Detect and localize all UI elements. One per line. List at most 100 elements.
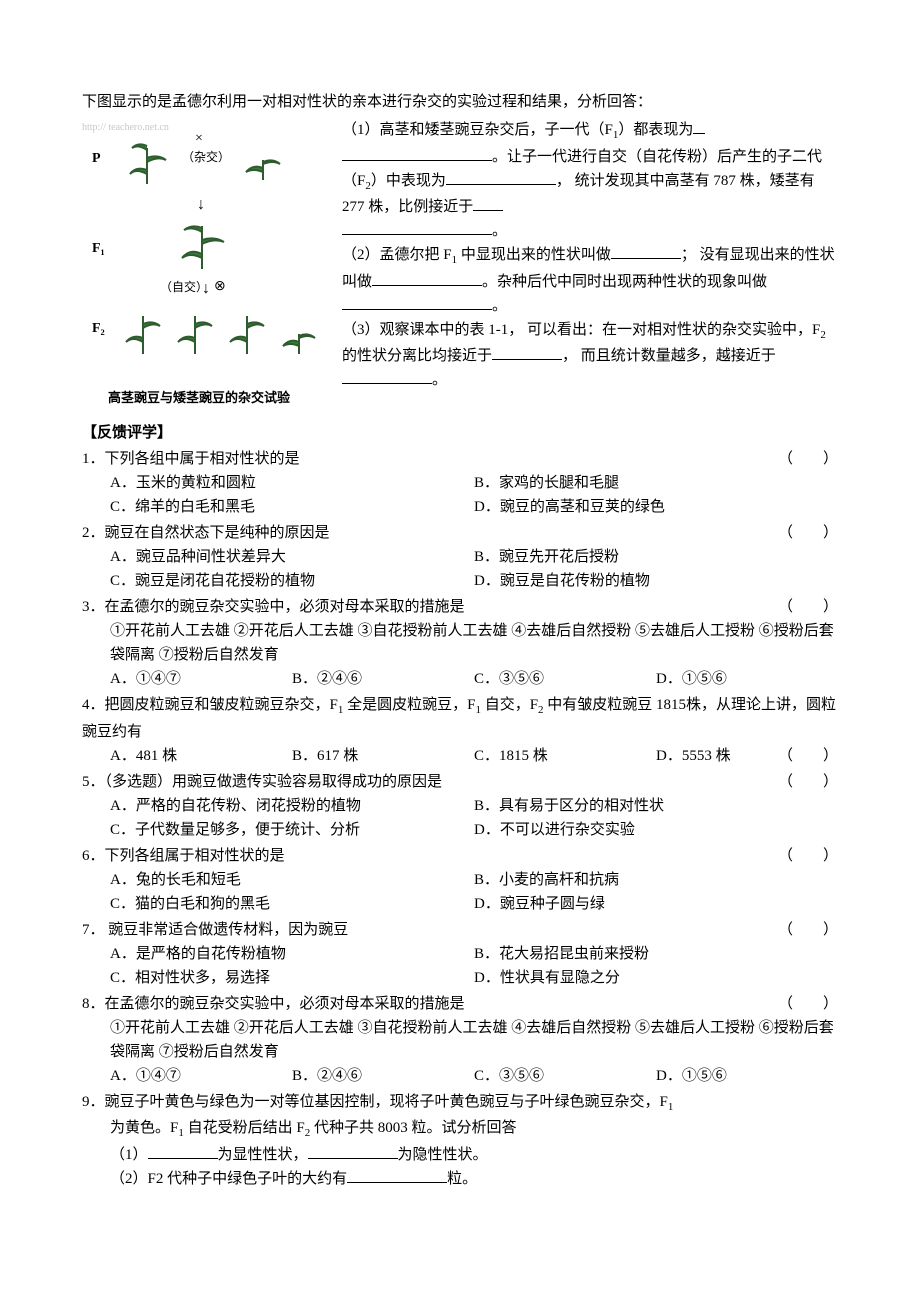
plant-p-tall [122,136,172,186]
p2c: 。杂种后代中同时出现两种性状的现象叫做 [482,274,767,290]
q3-c: C．③⑤⑥ [474,667,656,691]
q9-sa: 9．豌豆子叶黄色与绿色为一对等位基因控制，现将子叶黄色豌豆与子叶绿色豌豆杂交，F [82,1094,668,1110]
q6-a: A．兔的长毛和短毛 [110,868,474,892]
q4-opt-c: C．1815 株 [474,744,656,768]
paren: （ ） [766,447,838,471]
q1-a: A．玉米的黄粒和圆粒 [110,471,474,495]
q8-b: B．②④⑥ [292,1064,474,1088]
q5-stem: 5．（多选题）用豌豆做遗传实验容易取得成功的原因是 [82,770,766,794]
plant-f2-4-short [278,322,320,356]
q3-d: D．①⑤⑥ [656,667,838,691]
f2-label: F₂ [92,318,105,340]
q6-d: D．豌豆种子圆与绿 [474,892,838,916]
blank [473,195,503,211]
q5-c: C．子代数量足够多，便于统计、分析 [110,818,474,842]
question-8: 8．在孟德尔的豌豆杂交实验中，必须对母本采取的措施是（ ） ①开花前人工去雄 ②… [82,992,838,1088]
p3a: （3）观察课本中的表 1-1， 可以看出：在一对相对性状的杂交实验中，F [342,322,820,338]
plant-f1 [172,216,232,271]
p1b2: ）中表现为 [371,173,446,189]
q8-d: D．①⑤⑥ [656,1064,838,1088]
watermark-text: http:// teachero.net.cn [82,120,169,136]
q4-opt-a: A．481 株 [110,744,292,768]
q9-p2a: （2）F2 代种子中绿色子叶的大约有 [110,1171,347,1187]
blank [342,294,492,310]
q4-a: 4．把圆皮粒豌豆和皱皮粒豌豆杂交，F [82,697,338,713]
q9-p1c: 为隐性性状。 [398,1147,488,1163]
q5-d: D．不可以进行杂交实验 [474,818,838,842]
q7-b: B．花大易招昆虫前来授粉 [474,942,838,966]
self-mark: ⊗ [214,276,226,298]
q7-stem: 7． 豌豆非常适合做遗传材料，因为豌豆 [82,918,766,942]
blank [342,145,492,161]
f1-label: F₁ [92,238,105,260]
q9-p1b: 为显性性状， [218,1147,308,1163]
cross-mark: × [195,128,203,150]
paren: （ ） [766,770,838,794]
q3-b: B．②④⑥ [292,667,474,691]
question-4: 4．把圆皮粒豌豆和皱皮粒豌豆杂交，F1 全是圆皮粒豌豆，F1 自交，F2 中有皱… [82,693,838,768]
q1-d: D．豌豆的高茎和豆荚的绿色 [474,495,838,519]
arrow-1: ↓ [197,192,205,218]
feedback-header: 【反馈评学】 [82,421,838,445]
paren: （ ） [766,844,838,868]
p2a: （2）孟德尔把 F [342,247,452,263]
question-9: 9．豌豆子叶黄色与绿色为一对等位基因控制，现将子叶黄色豌豆与子叶绿色豌豆杂交，F… [82,1090,838,1191]
blank [372,270,482,286]
q1-para: （1）高茎和矮茎豌豆杂交后，子一代（F1）都表现为 。让子一代进行自交（自花传粉… [342,118,838,243]
q9-p2: （2）F2 代种子中绿色子叶的大约有 粒。 [82,1167,838,1191]
q4-opt-b: B．617 株 [292,744,474,768]
p3c: 。 [432,372,447,388]
q2-b: B．豌豆先开花后授粉 [474,545,838,569]
q3-stem: 3．在孟德尔的豌豆杂交实验中，必须对母本采取的措施是 [82,595,766,619]
arrow-2: ↓ [202,276,210,302]
plant-p-short [240,146,286,182]
q3-cond: ①开花前人工去雄 ②开花后人工去雄 ③自花授粉前人工去雄 ④去雄后自然授粉 ⑤去… [82,619,838,667]
q7-c: C．相对性状多，易选择 [110,966,474,990]
q4-stem: 4．把圆皮粒豌豆和皱皮粒豌豆杂交，F1 全是圆皮粒豌豆，F1 自交，F2 中有皱… [82,693,838,744]
blank [308,1143,398,1159]
q5-a: A．严格的自花传粉、闭花授粉的植物 [110,794,474,818]
q6-b: B．小麦的高杆和抗病 [474,868,838,892]
p1d: 。 [492,223,507,239]
q2-c: C．豌豆是闭花自花授粉的植物 [110,569,474,593]
paren: （ ） [766,595,838,619]
top-section: http:// teachero.net.cn P （杂交） × ↓ F₁ （自… [82,118,838,413]
q2-a: A．豌豆品种间性状差异大 [110,545,474,569]
q9-p1a: （1） [110,1147,148,1163]
q4-b: 全是圆皮粒豌豆，F [343,697,475,713]
blank [693,118,705,134]
q1-c: C．绵羊的白毛和黑毛 [110,495,474,519]
q9-sc: 自花受粉后结出 F [184,1120,305,1136]
pea-cross-figure: http:// teachero.net.cn P （杂交） × ↓ F₁ （自… [82,118,332,413]
blank [347,1167,447,1183]
question-1: 1．下列各组中属于相对性状的是（ ） A．玉米的黄粒和圆粒 B．家鸡的长腿和毛腿… [82,447,838,519]
q8-a: A．①④⑦ [110,1064,292,1088]
q7-a: A．是严格的自花传粉植物 [110,942,474,966]
blank [446,169,556,185]
q2-stem: 2．豌豆在自然状态下是纯种的原因是 [82,521,766,545]
q8-stem: 8．在孟德尔的豌豆杂交实验中，必须对母本采取的措施是 [82,992,766,1016]
q4-c: 自交，F [481,697,538,713]
q9-p2b: 粒。 [447,1171,477,1187]
q1-stem: 1．下列各组中属于相对性状的是 [82,447,766,471]
q9-sb: 为黄色。F [110,1120,178,1136]
plant-f2-1 [120,306,166,356]
p2a2: 中显现出来的性状叫做 [457,247,611,263]
q3-a: A．①④⑦ [110,667,292,691]
q1-b: B．家鸡的长腿和毛腿 [474,471,838,495]
question-5: 5．（多选题）用豌豆做遗传实验容易取得成功的原因是（ ） A．严格的自花传粉、闭… [82,770,838,842]
p2d: 。 [492,298,507,314]
blank [148,1143,218,1159]
blank [342,369,432,385]
cross-label: （杂交） [182,148,230,167]
paren: （ ） [766,992,838,1016]
blank [342,219,492,235]
q6-stem: 6．下列各组属于相对性状的是 [82,844,766,868]
right-text-column: （1）高茎和矮茎豌豆杂交后，子一代（F1）都表现为 。让子一代进行自交（自花传粉… [342,118,838,413]
question-2: 2．豌豆在自然状态下是纯种的原因是（ ） A．豌豆品种间性状差异大 B．豌豆先开… [82,521,838,593]
q3-para: （3）观察课本中的表 1-1， 可以看出：在一对相对性状的杂交实验中，F2 的性… [342,318,838,393]
p3b: ， 而且统计数量越多，越接近于 [562,348,776,364]
paren: （ ） [766,918,838,942]
question-7: 7． 豌豆非常适合做遗传材料，因为豌豆（ ） A．是严格的自花传粉植物 B．花大… [82,918,838,990]
q6-c: C．猫的白毛和狗的黑毛 [110,892,474,916]
